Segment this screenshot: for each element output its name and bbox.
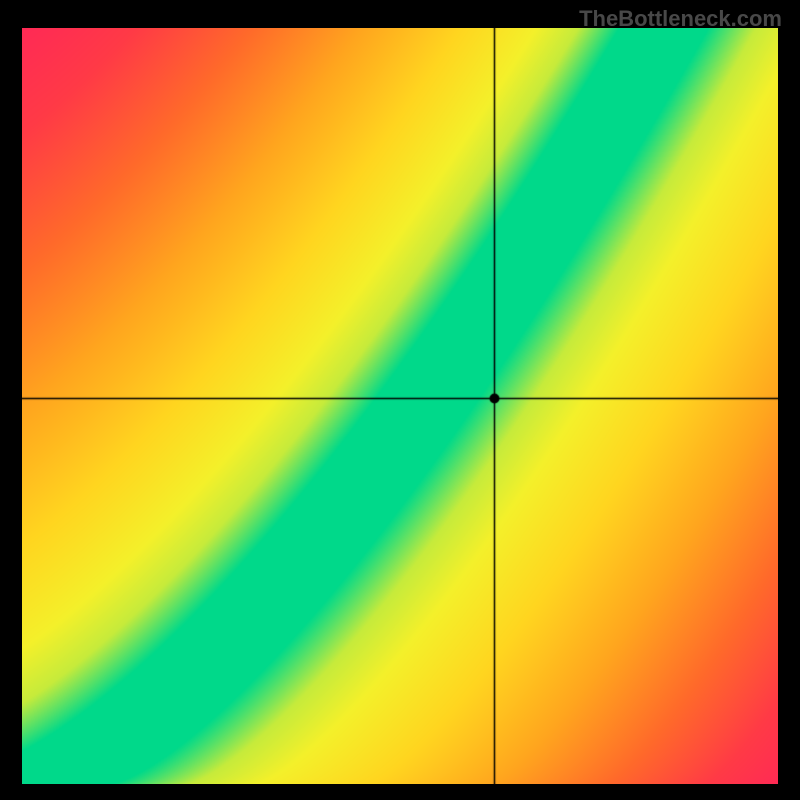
chart-container: TheBottleneck.com xyxy=(0,0,800,800)
watermark-text: TheBottleneck.com xyxy=(579,6,782,32)
bottleneck-heatmap xyxy=(22,28,778,784)
